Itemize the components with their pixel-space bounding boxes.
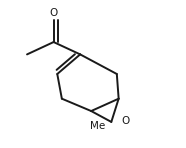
Text: O: O [49,8,58,18]
Text: Me: Me [90,121,105,131]
Text: O: O [122,116,130,126]
